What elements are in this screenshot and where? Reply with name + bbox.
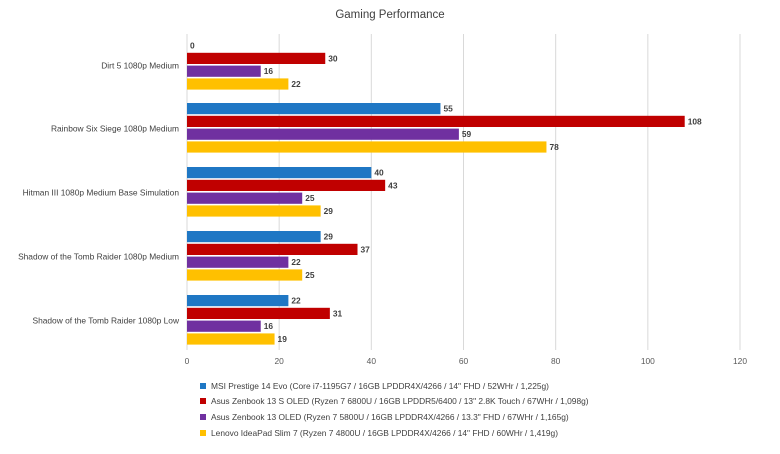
bar: [187, 141, 547, 153]
x-tick-label: 20: [275, 356, 285, 366]
bar: [187, 115, 685, 127]
category-label: Shadow of the Tomb Raider 1080p Low: [32, 316, 179, 326]
legend-swatch: [200, 429, 206, 436]
category-label: Shadow of the Tomb Raider 1080p Medium: [18, 252, 179, 262]
data-label: 19: [278, 334, 288, 344]
x-tick-label: 40: [367, 356, 377, 366]
data-label: 29: [324, 232, 334, 242]
data-label: 16: [264, 321, 274, 331]
bar: [187, 269, 303, 281]
bar: [187, 307, 330, 319]
data-label: 0: [190, 41, 195, 51]
data-label: 22: [291, 79, 301, 89]
x-tick-label: 60: [459, 356, 469, 366]
category-label: Hitman III 1080p Medium Base Simulation: [23, 188, 180, 198]
bar: [187, 52, 326, 64]
legend-swatch: [200, 382, 206, 389]
bar: [187, 78, 289, 90]
data-label: 22: [291, 257, 301, 267]
data-label: 108: [688, 116, 702, 126]
legend-label: Asus Zenbook 13 OLED (Ryzen 7 5800U / 16…: [211, 411, 569, 422]
bar: [187, 256, 289, 268]
category-label: Rainbow Six Siege 1080p Medium: [51, 124, 179, 134]
bar: [187, 320, 261, 332]
bar: [187, 243, 358, 255]
data-label: 25: [305, 270, 315, 280]
bar: [187, 205, 321, 217]
chart-title: Gaming Performance: [335, 9, 445, 21]
data-label: 31: [333, 308, 343, 318]
x-tick-label: 100: [641, 356, 655, 366]
legend-swatch: [200, 413, 206, 420]
chart-legend: MSI Prestige 14 Evo (Core i7-1195G7 / 16…: [200, 378, 589, 440]
bar: [187, 103, 441, 115]
data-label: 29: [324, 206, 334, 216]
data-label: 16: [264, 66, 274, 76]
data-label: 30: [328, 53, 338, 63]
bar: [187, 333, 275, 345]
legend-label: Lenovo IdeaPad Slim 7 (Ryzen 7 4800U / 1…: [211, 427, 558, 438]
bar: [187, 231, 321, 243]
x-tick-label: 0: [185, 356, 190, 366]
data-label: 43: [388, 180, 398, 190]
bar: [187, 65, 261, 77]
legend-item: Asus Zenbook 13 OLED (Ryzen 7 5800U / 16…: [200, 409, 589, 425]
data-label: 22: [291, 296, 301, 306]
data-label: 59: [462, 129, 472, 139]
bar: [187, 192, 303, 204]
bar: [187, 128, 459, 140]
legend-item: Lenovo IdeaPad Slim 7 (Ryzen 7 4800U / 1…: [200, 425, 589, 441]
data-label: 37: [361, 244, 371, 254]
x-tick-label: 80: [551, 356, 561, 366]
bar: [187, 295, 289, 307]
data-label: 40: [374, 168, 384, 178]
bar: [187, 167, 372, 179]
legend-label: MSI Prestige 14 Evo (Core i7-1195G7 / 16…: [211, 380, 549, 391]
data-label: 55: [443, 104, 453, 114]
data-label: 25: [305, 193, 315, 203]
legend-item: MSI Prestige 14 Evo (Core i7-1195G7 / 16…: [200, 378, 589, 394]
bar: [187, 179, 386, 191]
category-label: Dirt 5 1080p Medium: [101, 61, 179, 71]
legend-label: Asus Zenbook 13 S OLED (Ryzen 7 6800U / …: [211, 396, 589, 407]
data-label: 78: [549, 142, 559, 152]
x-tick-label: 120: [733, 356, 747, 366]
legend-item: Asus Zenbook 13 S OLED (Ryzen 7 6800U / …: [200, 394, 589, 410]
legend-swatch: [200, 398, 206, 405]
